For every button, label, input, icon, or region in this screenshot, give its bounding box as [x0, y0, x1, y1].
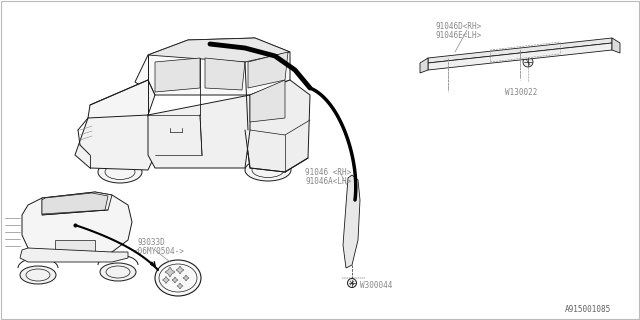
Ellipse shape — [31, 219, 39, 237]
Polygon shape — [420, 58, 428, 73]
Polygon shape — [343, 175, 360, 268]
Text: 91046D<RH>: 91046D<RH> — [435, 22, 481, 31]
Text: W300044: W300044 — [360, 282, 392, 291]
Polygon shape — [428, 43, 612, 70]
Text: 91046E<LH>: 91046E<LH> — [435, 31, 481, 40]
Polygon shape — [22, 192, 132, 256]
Text: <06MY0504->: <06MY0504-> — [134, 247, 185, 256]
Polygon shape — [177, 283, 183, 289]
Polygon shape — [155, 58, 200, 92]
Polygon shape — [176, 266, 184, 274]
Polygon shape — [428, 38, 612, 63]
Polygon shape — [250, 80, 285, 122]
Ellipse shape — [245, 159, 291, 181]
Polygon shape — [148, 95, 250, 168]
Text: 91046A<LH>: 91046A<LH> — [305, 177, 351, 186]
Polygon shape — [88, 80, 155, 128]
Polygon shape — [20, 248, 128, 262]
Polygon shape — [612, 38, 620, 53]
Polygon shape — [42, 192, 112, 215]
Ellipse shape — [98, 161, 142, 183]
Ellipse shape — [100, 263, 136, 281]
Polygon shape — [248, 52, 288, 88]
Polygon shape — [245, 80, 310, 172]
Text: A915001085: A915001085 — [565, 305, 611, 314]
Polygon shape — [163, 276, 170, 284]
Polygon shape — [183, 275, 189, 281]
Polygon shape — [42, 193, 108, 214]
Text: W130022: W130022 — [505, 88, 538, 97]
Ellipse shape — [20, 266, 56, 284]
Polygon shape — [172, 277, 178, 283]
Ellipse shape — [146, 77, 154, 83]
Polygon shape — [148, 38, 290, 62]
Polygon shape — [135, 38, 290, 95]
Polygon shape — [205, 58, 245, 90]
Polygon shape — [75, 115, 155, 170]
Ellipse shape — [92, 106, 108, 114]
Text: 93033D: 93033D — [138, 238, 166, 247]
Polygon shape — [55, 240, 95, 252]
Ellipse shape — [114, 218, 122, 234]
Text: 91046 <RH>: 91046 <RH> — [305, 168, 351, 177]
Circle shape — [348, 278, 356, 287]
Polygon shape — [165, 267, 175, 277]
Ellipse shape — [155, 260, 201, 296]
Circle shape — [523, 57, 533, 67]
